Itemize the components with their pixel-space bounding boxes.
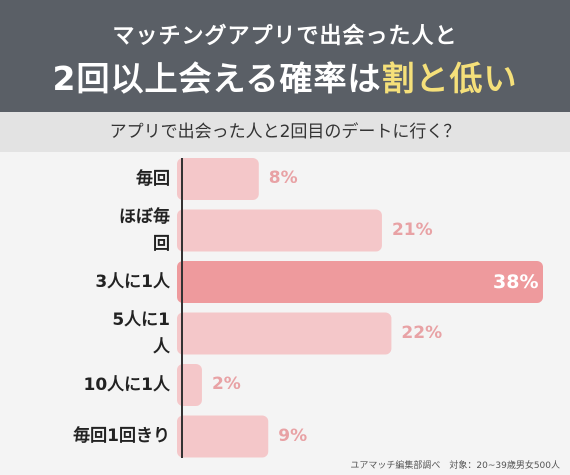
category-label: 5人に1 人 — [20, 307, 170, 361]
header-title-highlight: 割と低い — [381, 59, 518, 98]
header-title-main: 2回以上会える確率は — [52, 59, 382, 98]
category-label-line: 人 — [153, 336, 170, 357]
value-label: 2% — [211, 374, 241, 394]
category-label-line: 5人に1 — [112, 309, 170, 330]
category-label: 3人に1人 — [20, 269, 170, 296]
bar-1 — [177, 209, 382, 252]
chart-axis-line — [181, 158, 183, 458]
bar-2 — [177, 261, 543, 303]
category-label-line: 10人に1人 — [83, 374, 171, 395]
category-label: 10人に1人 — [20, 372, 171, 399]
bar-3 — [177, 312, 392, 355]
bar-0 — [177, 158, 259, 200]
category-label: 毎回 — [20, 166, 170, 193]
header-title-line1: マッチングアプリで出会った人と — [112, 24, 458, 49]
value-label: 22% — [401, 322, 443, 343]
value-label: 9% — [278, 425, 308, 446]
header-banner: マッチングアプリで出会った人と 2回以上会える確率は割と低い — [0, 0, 570, 112]
value-label: 8% — [268, 168, 298, 188]
category-label: ほぼ毎回 — [20, 204, 170, 258]
category-label-line: ほぼ毎 — [119, 206, 170, 227]
bar-5 — [177, 415, 269, 458]
bar-4 — [177, 364, 202, 406]
source-note: ユアマッチ編集部調べ 対象：20~39歳男女500人 — [350, 461, 560, 471]
category-label-line: 回 — [153, 233, 170, 254]
survey-question: アプリで出会った人と2回目のデートに行く？ — [0, 112, 570, 152]
value-label: 21% — [391, 219, 433, 240]
category-label: 毎回1回きり — [20, 423, 170, 450]
category-label-line: 毎回1回きり — [73, 426, 170, 446]
value-label: 38% — [493, 271, 539, 293]
category-label-line: 毎回 — [136, 168, 170, 189]
header-title-line2: 2回以上会える確率は割と低い — [0, 52, 570, 100]
category-label-line: 3人に1人 — [95, 271, 170, 292]
